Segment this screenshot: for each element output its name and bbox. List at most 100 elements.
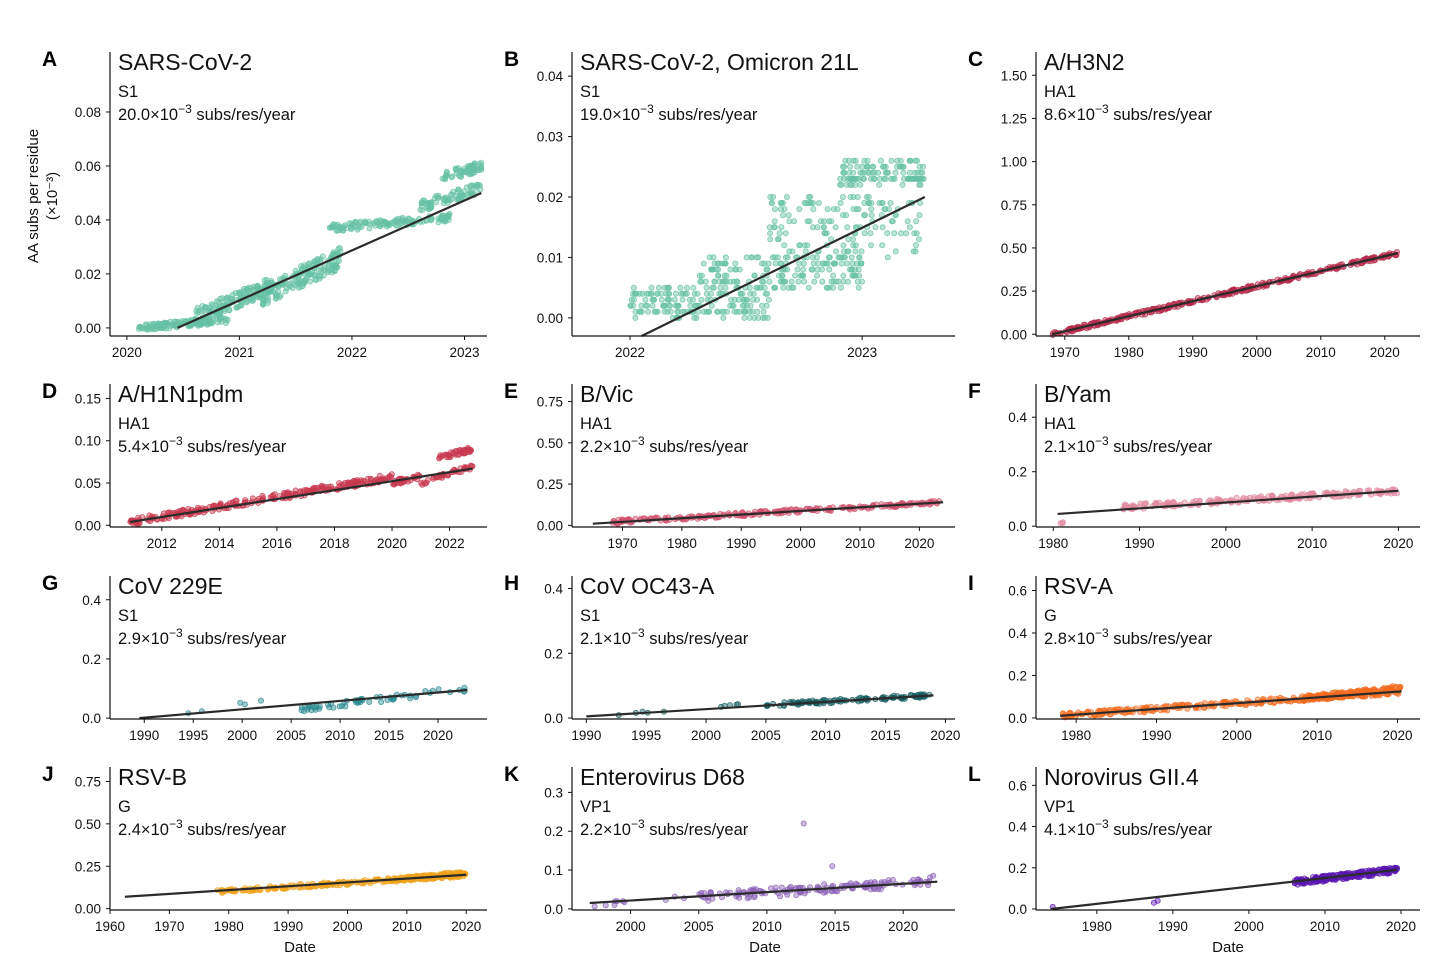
data-point — [840, 278, 847, 285]
x-tick-label: 1960 — [95, 919, 125, 934]
data-point — [779, 272, 786, 279]
data-point — [700, 260, 707, 267]
data-point — [736, 894, 743, 901]
x-tick-label: 2010 — [1302, 728, 1332, 743]
data-point — [930, 872, 937, 879]
data-point — [746, 314, 753, 321]
data-point — [330, 704, 337, 711]
panel-title-j: RSV-B — [118, 764, 187, 790]
data-point — [776, 230, 783, 237]
panel-rate-e: 2.2×10−3 subs/res/year — [580, 434, 749, 456]
x-tick-label: 1980 — [1061, 728, 1091, 743]
data-point — [891, 230, 898, 237]
data-point — [782, 230, 789, 237]
x-tick-label: 2000 — [1222, 728, 1252, 743]
data-point — [655, 284, 662, 291]
y-tick-label: 0.4 — [82, 593, 101, 608]
data-point — [772, 206, 779, 213]
panel-title-a: SARS-CoV-2 — [118, 49, 252, 75]
panel-gene-l: VP1 — [1044, 798, 1075, 816]
x-tick-label: 1990 — [726, 536, 756, 551]
data-point — [166, 325, 173, 332]
data-point — [653, 308, 660, 315]
panel-rate-h: 2.1×10−3 subs/res/year — [580, 626, 749, 648]
data-point — [768, 199, 775, 206]
data-point — [785, 212, 792, 219]
x-tick-label: 2000 — [691, 728, 721, 743]
data-point — [868, 242, 875, 249]
data-point — [869, 163, 876, 170]
data-point — [297, 488, 304, 495]
y-tick-label: 0.00 — [75, 518, 101, 533]
data-point — [871, 886, 878, 893]
data-point — [830, 206, 837, 213]
data-point — [226, 307, 233, 314]
data-point — [888, 218, 895, 225]
data-point — [1233, 494, 1240, 501]
data-point — [838, 181, 845, 188]
panel-title-b: SARS-CoV-2, Omicron 21L — [580, 49, 859, 75]
data-point — [783, 193, 790, 200]
data-point — [849, 260, 856, 267]
data-point — [405, 215, 412, 222]
y-tick-label: 0.50 — [537, 436, 563, 451]
data-point — [810, 260, 817, 267]
data-point — [157, 320, 164, 327]
fit-line-l — [1051, 868, 1398, 911]
data-point — [801, 242, 808, 249]
y-tick-label: 0.03 — [537, 130, 563, 145]
data-point — [677, 284, 684, 291]
data-point — [160, 510, 167, 517]
data-point — [285, 490, 292, 497]
data-point — [841, 169, 848, 176]
data-point — [455, 186, 462, 193]
data-point — [847, 266, 854, 273]
data-point — [711, 260, 718, 267]
data-point — [876, 181, 883, 188]
data-point — [707, 290, 714, 297]
x-tick-label: 2023 — [449, 345, 479, 360]
rate-value: 2.9×10 — [118, 630, 169, 648]
data-point — [771, 218, 778, 225]
data-point — [693, 314, 700, 321]
data-point — [741, 314, 748, 321]
data-point — [352, 478, 359, 485]
rate-unit: subs/res/year — [645, 821, 749, 839]
data-point — [838, 260, 845, 267]
data-point — [733, 278, 740, 285]
data-point — [362, 218, 369, 225]
panel-rate-g: 2.9×10−3 subs/res/year — [118, 626, 287, 648]
panel-letter-k: K — [504, 763, 519, 786]
rate-value: 2.4×10 — [118, 821, 169, 839]
fit-line-j — [124, 873, 467, 898]
data-point — [303, 275, 310, 282]
panel-rate-c: 8.6×10−3 subs/res/year — [1044, 102, 1213, 124]
data-point — [913, 230, 920, 237]
panel-rate-b: 19.0×10−3 subs/res/year — [580, 102, 758, 124]
rate-value: 8.6×10 — [1044, 106, 1095, 124]
data-point — [591, 903, 598, 910]
rate-value: 5.4×10 — [118, 438, 169, 456]
data-point — [832, 888, 839, 895]
data-point — [794, 266, 801, 273]
x-tick-label: 1990 — [129, 728, 159, 743]
panel-j: 0.00 0.25 0.50 0.75 1960 1970 1980 1990 2000 2010… — [42, 763, 487, 934]
x-tick-label: 2016 — [262, 536, 292, 551]
data-point — [443, 213, 450, 220]
data-point — [850, 242, 857, 249]
x-tick-label: 2010 — [392, 919, 422, 934]
data-point — [304, 487, 311, 494]
panel-rate-f: 2.1×10−3 subs/res/year — [1044, 434, 1213, 456]
panel-title-g: CoV 229E — [118, 573, 223, 599]
data-point — [672, 290, 679, 297]
panel-c: 0.00 0.25 0.50 0.75 1.00 1.25 1.50 1970 1980 1990… — [968, 48, 1420, 360]
x-tick-label: 1970 — [607, 536, 637, 551]
data-point — [199, 307, 206, 314]
x-tick-label: 2010 — [845, 536, 875, 551]
data-point — [861, 230, 868, 237]
data-point — [777, 206, 784, 213]
rate-value: 19.0×10 — [580, 106, 640, 124]
data-point — [340, 481, 347, 488]
data-point — [810, 206, 817, 213]
panel-gene-a: S1 — [118, 83, 138, 101]
